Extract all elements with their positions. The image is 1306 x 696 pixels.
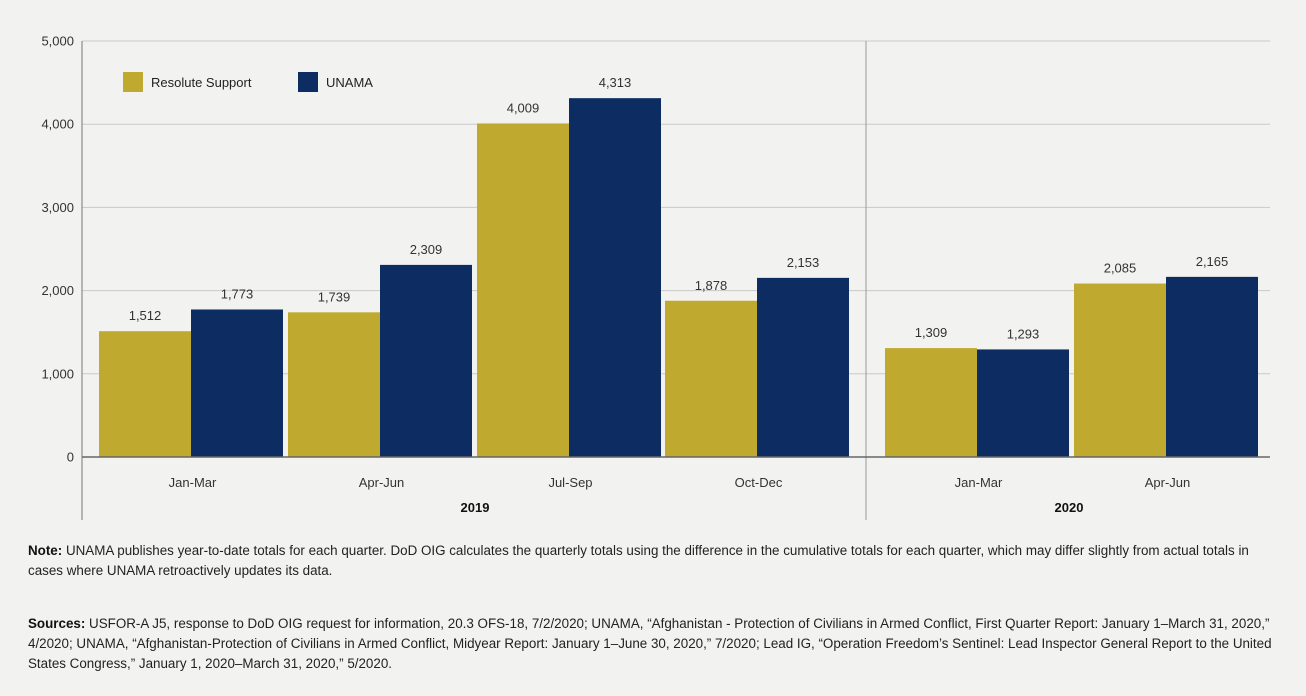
bar <box>477 123 569 457</box>
y-tick-label: 2,000 <box>41 283 74 298</box>
data-label: 2,153 <box>787 255 820 270</box>
bar <box>977 349 1069 457</box>
gridlines <box>82 40 1270 375</box>
bar <box>885 348 977 457</box>
x-tick-label: Apr-Jun <box>1145 475 1191 490</box>
bars: 1,512 1,773 1,739 2,309 4,009 4,313 1,878 2,153… <box>99 75 1258 458</box>
bar <box>569 98 661 458</box>
y-tick-label: 0 <box>67 450 74 465</box>
year-label: 2019 <box>461 500 490 515</box>
legend-label: Resolute Support <box>151 75 252 90</box>
legend-swatch <box>298 72 318 92</box>
bar <box>665 300 757 457</box>
bar <box>99 331 191 457</box>
note-label: Note: <box>28 543 63 558</box>
legend-swatch <box>123 72 143 92</box>
data-label: 1,309 <box>915 325 948 340</box>
x-tick-label: Jan-Mar <box>955 475 1003 490</box>
chart-note: Note: UNAMA publishes year-to-date total… <box>28 541 1278 581</box>
year-label: 2020 <box>1055 500 1084 515</box>
data-label: 4,009 <box>507 100 540 115</box>
data-label: 1,878 <box>695 278 728 293</box>
x-axis: Jan-Mar Apr-Jun Jul-Sep Oct-Dec Jan-Mar Apr-J… <box>82 456 1270 515</box>
sources-text: USFOR-A J5, response to DoD OIG request … <box>28 616 1272 671</box>
data-label: 1,739 <box>318 289 351 304</box>
data-label: 1,512 <box>129 308 162 323</box>
bar <box>757 277 849 457</box>
bar <box>191 309 283 457</box>
x-tick-label: Apr-Jun <box>359 475 405 490</box>
data-label: 1,293 <box>1007 326 1040 341</box>
bar-chart: 0 1,000 2,000 3,000 4,000 5,000 1,512 1,773 1,7… <box>41 34 1270 520</box>
note-text: UNAMA publishes year-to-date totals for … <box>28 543 1249 578</box>
y-tick-label: 5,000 <box>41 34 74 49</box>
data-label: 2,165 <box>1196 254 1229 269</box>
bar <box>288 312 380 457</box>
data-label: 2,309 <box>410 242 443 257</box>
chart-sources: Sources: USFOR-A J5, response to DoD OIG… <box>28 614 1278 674</box>
x-tick-label: Oct-Dec <box>735 475 783 490</box>
bar <box>1166 276 1258 457</box>
x-tick-label: Jul-Sep <box>548 475 592 490</box>
x-tick-label: Jan-Mar <box>169 475 217 490</box>
bar <box>380 264 472 457</box>
legend: Resolute Support UNAMA <box>123 72 373 92</box>
y-tick-label: 3,000 <box>41 200 74 215</box>
data-label: 4,313 <box>599 75 632 90</box>
bar <box>1074 283 1166 457</box>
y-tick-label: 1,000 <box>41 366 74 381</box>
y-axis: 0 1,000 2,000 3,000 4,000 5,000 <box>41 34 867 520</box>
y-tick-label: 4,000 <box>41 117 74 132</box>
sources-label: Sources: <box>28 616 86 631</box>
data-label: 2,085 <box>1104 261 1137 276</box>
legend-label: UNAMA <box>326 75 373 90</box>
data-label: 1,773 <box>221 286 254 301</box>
